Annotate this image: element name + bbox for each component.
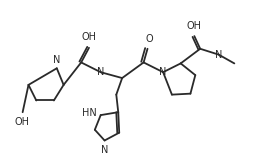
- Text: N: N: [53, 55, 60, 65]
- Text: OH: OH: [81, 32, 97, 42]
- Text: N: N: [159, 67, 167, 77]
- Text: O: O: [146, 34, 153, 44]
- Text: N: N: [215, 50, 222, 60]
- Text: OH: OH: [187, 21, 202, 31]
- Text: N: N: [101, 145, 108, 155]
- Text: N: N: [97, 67, 104, 77]
- Text: HN: HN: [82, 108, 97, 118]
- Text: OH: OH: [14, 117, 29, 127]
